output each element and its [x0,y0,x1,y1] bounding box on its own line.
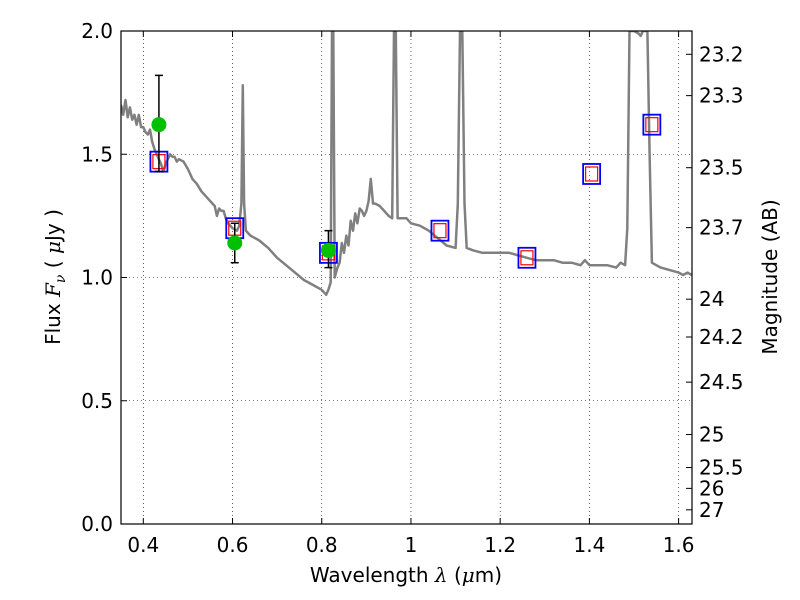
x-tick-label: 1.6 [663,533,695,557]
model-band-marker-inner [585,166,599,182]
y-tick-label: 0.5 [81,389,113,413]
x-tick-label: 1.4 [573,533,605,557]
x-tick-label: 1 [405,533,418,557]
y-axis-ticks: 0.0 0.5 1.0 1.5 2.0 [81,19,127,536]
model-band-markers [149,113,662,269]
observed-point [320,242,336,258]
model-band-marker [582,163,602,185]
x-tick-label: 0.6 [217,533,249,557]
observed-photometry [151,74,336,269]
model-band-marker-inner [520,250,534,266]
magnitude-tick-label: 23.3 [699,84,744,108]
magnitude-tick-label: 23.5 [699,156,744,180]
magnitude-tick-label: 26 [699,476,724,500]
magnitude-tick-label: 24 [699,287,724,311]
y-tick-label: 2.0 [81,19,113,43]
magnitude-tick-label: 24.5 [699,370,744,394]
magnitude-tick-label: 23.2 [699,42,744,66]
plot-frame [120,30,693,525]
spectrum-line [121,31,692,297]
grid [121,30,692,525]
x-axis-label: Wavelength λ (μm) [310,563,502,587]
x-tick-label: 0.4 [127,533,159,557]
model-band-marker [430,219,450,242]
model-spectrum [121,31,692,297]
model-band-marker-inner [433,223,447,239]
observed-point [227,235,243,251]
y-tick-label: 1.0 [81,266,113,290]
x-tick-label: 0.8 [306,533,338,557]
model-band-marker-inner [645,117,659,133]
magnitude-tick-label: 23.7 [699,216,744,240]
magnitude-axis-label: Magnitude (AB) [758,199,782,354]
observed-point [151,117,167,133]
magnitude-tick-label: 24.2 [699,325,744,349]
y-tick-label: 1.5 [81,142,113,166]
y-tick-label: 0.0 [81,512,113,536]
model-band-marker [642,113,662,136]
y-axis-label: Flux Fν ( μJy ) [41,209,69,345]
magnitude-tick-label: 27 [699,498,724,522]
magnitude-tick-label: 25 [699,423,724,447]
model-band-marker [517,246,537,269]
x-axis-ticks: 0.4 0.6 0.8 1 1.2 1.4 1.6 [127,31,695,557]
magnitude-tick-label: 25.5 [699,456,744,480]
x-tick-label: 1.2 [484,533,516,557]
